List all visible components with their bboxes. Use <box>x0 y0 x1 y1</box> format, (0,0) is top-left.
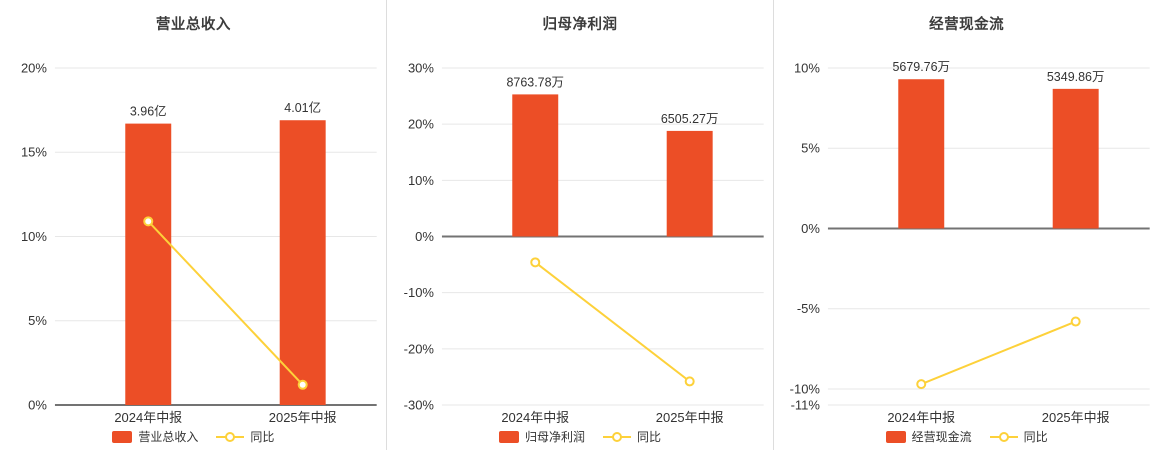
y-tick-label: -10% <box>403 285 434 300</box>
net-profit-chart-plot: -30% -20% -10% 0% 10% 20% 30% 8763.78万 2024年中报 65… <box>403 60 764 425</box>
y-tick-label: -30% <box>403 397 434 412</box>
bar-value-label: 5349.86万 <box>1047 70 1105 84</box>
bar-value-label: 8763.78万 <box>506 75 564 89</box>
y-tick-label: 5% <box>28 313 47 328</box>
revenue-chart-legend: 营业总收入 同比 <box>0 428 387 445</box>
y-tick-label: 20% <box>408 117 434 132</box>
yoy-line <box>534 261 690 383</box>
y-tick-label: 10% <box>408 173 434 188</box>
x-category-label: 2024年中报 <box>888 410 956 425</box>
y-tick-label: 0% <box>28 397 47 412</box>
bar <box>511 94 558 237</box>
y-tick-label: 30% <box>408 60 434 75</box>
y-tick-label: -11% <box>791 397 821 412</box>
y-tick-label: 10% <box>21 229 47 244</box>
bar-value-label: 4.01亿 <box>284 100 321 115</box>
chart-panel-cash-flow: 经营现金流 10% 5% 0% -5% -10% -11% 5679.76万 2024年中报 5… <box>773 0 1160 450</box>
yoy-line-marker <box>143 216 154 227</box>
y-tick-label: 5% <box>802 141 821 156</box>
bar <box>125 123 172 405</box>
bar-value-label: 6505.27万 <box>661 112 719 126</box>
x-category-label: 2025年中报 <box>1042 410 1110 425</box>
bar <box>1053 88 1100 229</box>
chart-title-revenue: 营业总收入 <box>155 17 231 33</box>
bar-value-label: 5679.76万 <box>893 60 951 74</box>
bar-series-label: 经营现金流 <box>911 430 972 444</box>
y-tick-label: -5% <box>797 301 821 316</box>
chart-title-net-profit: 归母净利润 <box>542 17 618 33</box>
yoy-line-marker <box>297 379 308 390</box>
bar <box>666 130 713 237</box>
x-category-label: 2024年中报 <box>501 410 569 425</box>
x-category-label: 2025年中报 <box>655 410 723 425</box>
yoy-line <box>147 220 304 386</box>
line-series-label: 同比 <box>250 430 275 444</box>
y-tick-label: 0% <box>415 229 434 244</box>
yoy-line-marker <box>684 376 695 387</box>
y-tick-label: -20% <box>403 341 434 356</box>
y-tick-label: -10% <box>790 381 821 396</box>
yoy-line-marker <box>916 379 927 390</box>
bar <box>898 79 945 229</box>
x-category-label: 2024年中报 <box>114 410 182 425</box>
bar-series-swatch <box>112 430 133 443</box>
line-series-label: 同比 <box>637 430 662 444</box>
panel-divider <box>386 0 387 450</box>
line-series-label: 同比 <box>1023 430 1048 444</box>
bar-value-label: 3.96亿 <box>130 104 167 119</box>
revenue-chart-plot: 0% 5% 10% 15% 20% 3.96亿 2024年中报 4.01亿 2025年中报 <box>21 60 377 425</box>
chart-title-cash-flow: 经营现金流 <box>929 17 1005 33</box>
bar-series-swatch <box>885 430 906 443</box>
bar-series-swatch <box>498 430 519 443</box>
net-profit-chart-legend: 归母净利润 同比 <box>387 428 774 445</box>
y-tick-label: 0% <box>802 221 821 236</box>
chart-panel-revenue: 营业总收入 0% 5% 10% 15% 20% 3.96亿 2024年中报 4.01亿 2025… <box>0 0 387 450</box>
y-tick-label: 15% <box>21 145 47 160</box>
yoy-line-marker <box>1071 316 1082 327</box>
panel-divider <box>773 0 774 450</box>
line-series-marker <box>216 431 245 443</box>
chart-panel-net-profit: 归母净利润 -30% -20% -10% 0% 10% 20% 30% 8763.78万 202… <box>387 0 774 450</box>
yoy-line <box>921 320 1077 386</box>
y-tick-label: 10% <box>794 60 820 75</box>
bar <box>279 120 326 406</box>
bar-series-label: 归母净利润 <box>524 430 585 444</box>
cash-flow-chart-legend: 经营现金流 同比 <box>773 428 1160 445</box>
x-category-label: 2025年中报 <box>269 410 337 425</box>
cash-flow-chart-plot: 10% 5% 0% -5% -10%-11% 5679.76万 2024年中报 5349.86… <box>790 60 1151 425</box>
yoy-line-marker <box>529 257 540 268</box>
line-series-marker <box>603 431 631 443</box>
bar-series-label: 营业总收入 <box>138 430 199 444</box>
y-tick-label: 20% <box>21 60 47 75</box>
line-series-marker <box>989 431 1018 443</box>
